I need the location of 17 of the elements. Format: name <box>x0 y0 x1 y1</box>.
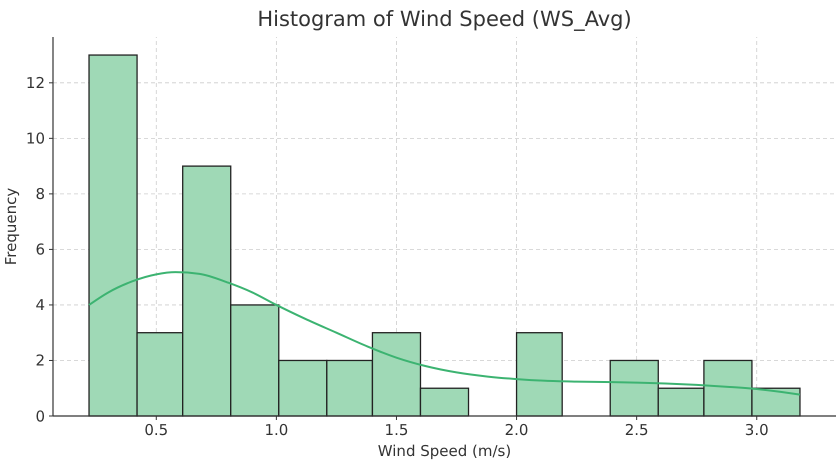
x-tick-label: 2.5 <box>624 421 649 439</box>
y-tick-label: 12 <box>26 74 45 92</box>
x-tick-label: 3.0 <box>744 421 769 439</box>
y-tick-label: 8 <box>35 185 45 204</box>
y-tick-label: 10 <box>26 130 45 148</box>
x-axis-title: Wind Speed (m/s) <box>378 442 512 460</box>
y-tick-label: 6 <box>35 240 45 259</box>
x-tick-label: 2.0 <box>504 421 528 439</box>
y-tick-label: 2 <box>35 352 45 370</box>
y-tick-label: 0 <box>35 407 45 426</box>
y-tick-label: 4 <box>35 296 45 314</box>
y-axis-title: Frequency <box>2 188 20 266</box>
x-tick-label: 0.5 <box>144 421 168 439</box>
x-tick-label: 1.5 <box>384 421 408 439</box>
chart-title: Histogram of Wind Speed (WS_Avg) <box>257 7 632 31</box>
line-series <box>88 271 801 396</box>
x-tick-label: 1.0 <box>264 421 288 439</box>
